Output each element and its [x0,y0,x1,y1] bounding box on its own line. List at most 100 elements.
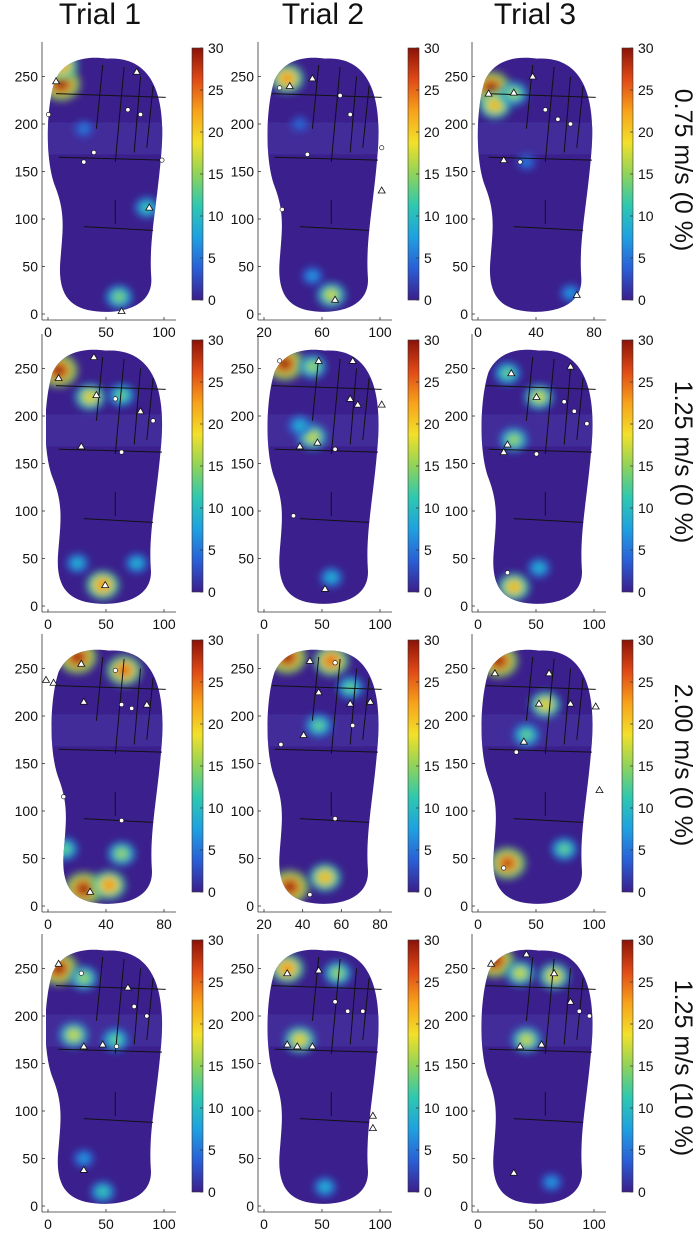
panel-r2-c2: 0 50 100 150 200 250 0 50 100 0 5 10 15 20 25 30 [445,632,654,932]
region-line [362,977,370,1040]
sensor-marker-dot [119,702,125,708]
colorbar-tick-label: 10 [638,800,654,816]
panel-r1-c1: 50 100 150 200 250 0 50 100 0 5 10 15 20 25 30 [231,332,440,632]
heatmap-base [267,949,379,1204]
sensor-marker-triangle [123,983,133,991]
sensor-marker-triangle [549,968,559,977]
region-line [311,957,320,1021]
y-tick-label: 0 [246,898,254,914]
y-tick-label: 150 [15,1056,39,1072]
hotspot [74,120,94,137]
hotspot [102,1028,128,1051]
hotspot [59,1022,88,1048]
region-line [488,156,592,161]
sensor-marker-triangle [98,1040,107,1048]
region-line [272,385,382,390]
y-tick-label: 250 [231,661,255,677]
region-line [95,957,104,1021]
sensor-marker-triangle [503,440,512,448]
colorbar-tick-label: 15 [638,758,654,774]
colorbar: 0 5 10 15 20 25 30 [191,632,224,900]
y-tick-label: 200 [231,116,255,132]
region-line [56,685,166,690]
sensor-marker-dot [125,107,131,113]
panel-r1-c2: 0 50 100 150 200 250 0 50 100 0 5 10 15 20 25 30 [445,332,654,632]
y-tick-label: 250 [445,361,469,377]
region-line [576,677,584,740]
sensor-marker-triangle [308,74,317,82]
y-tick-label: 200 [231,408,255,424]
hotspot [106,655,142,686]
sensor-marker-triangle [79,1042,88,1050]
colorbar-tick-label: 10 [638,1100,654,1116]
sensor-marker-triangle [136,406,145,415]
sensor-marker-dot [144,1013,150,1019]
x-tick-label: 20 [256,916,272,932]
hotspot [317,282,346,308]
y-tick-label: 100 [15,503,39,519]
y-tick-label: 250 [15,961,39,977]
sensor-marker-triangle [330,295,340,303]
panel-r3-c1: 0 50 100 150 200 250 0 50 100 0 5 10 15 20 25 30 [231,932,440,1232]
y-tick-label: 0 [460,598,468,614]
y-tick-label: 150 [15,456,39,472]
column-title-trial-1: Trial 1 [59,0,141,31]
y-tick-label: 0 [460,1198,468,1214]
colorbar: 0 5 10 15 20 25 30 [621,632,654,900]
region-line [274,448,378,453]
sensor-marker-dot [290,513,296,519]
hotspot [290,116,309,132]
sensor-marker-dot [138,112,144,118]
colorbar-tick-label: 15 [638,1058,654,1074]
sensor-marker-triangle [368,1111,378,1119]
column-title-trial-2: Trial 2 [282,0,364,31]
sensor-marker-triangle [314,356,323,364]
region-line [274,156,378,161]
colorbar-tick-label: 15 [208,458,224,474]
colorbar-tick-label: 5 [208,842,216,858]
sensor-marker-dot [81,159,87,165]
hotspot [135,197,159,218]
colorbar-tick-label: 25 [208,674,224,690]
sensor-marker-triangle [346,699,355,707]
sensor-marker-dot [555,116,561,122]
x-tick-label: 0 [474,324,482,340]
column-titles: Trial 1 Trial 2 Trial 3 [59,0,576,31]
x-tick-label: 40 [98,916,114,932]
sensor-marker-triangle [85,887,95,895]
region-line [544,658,555,755]
sensor-marker-dot [360,1008,366,1014]
hotspot [108,842,135,866]
sensor-marker-triangle [79,1165,88,1173]
sensor-marker-triangle [283,1040,292,1048]
colorbar-tick-label: 0 [424,584,432,600]
y-tick-label: 250 [15,69,39,85]
hotspot [551,838,577,860]
panel-r3-c0: 0 50 100 150 200 250 0 50 100 0 5 10 15 20 25 30 [15,932,224,1232]
region-line [146,977,154,1040]
y-tick-label: 200 [15,1008,39,1024]
hotspot [530,691,561,718]
heatmap-band [47,122,163,155]
colorbar-tick-label: 20 [638,1016,654,1032]
region-line [56,985,166,990]
hotspot [268,649,307,674]
colorbar-tick-label: 30 [424,932,440,948]
y-tick-label: 150 [15,756,39,772]
colorbar-tick-label: 25 [424,374,440,390]
y-tick-label: 250 [15,661,39,677]
x-tick-label: 0 [44,616,52,632]
hotspot [92,870,126,900]
y-tick-label: 150 [231,164,255,180]
colorbar-tick-label: 15 [424,166,440,182]
x-tick-label: 0 [260,1216,268,1232]
region-line [362,677,370,740]
hotspot [86,570,120,600]
heatmap-base [267,349,379,604]
hotspot [314,1177,336,1197]
sensor-marker-triangle [591,702,600,710]
y-tick-label: 250 [231,69,255,85]
y-tick-label: 150 [231,756,255,772]
heatmap-base [46,949,163,1204]
sensor-marker-triangle [507,368,516,377]
